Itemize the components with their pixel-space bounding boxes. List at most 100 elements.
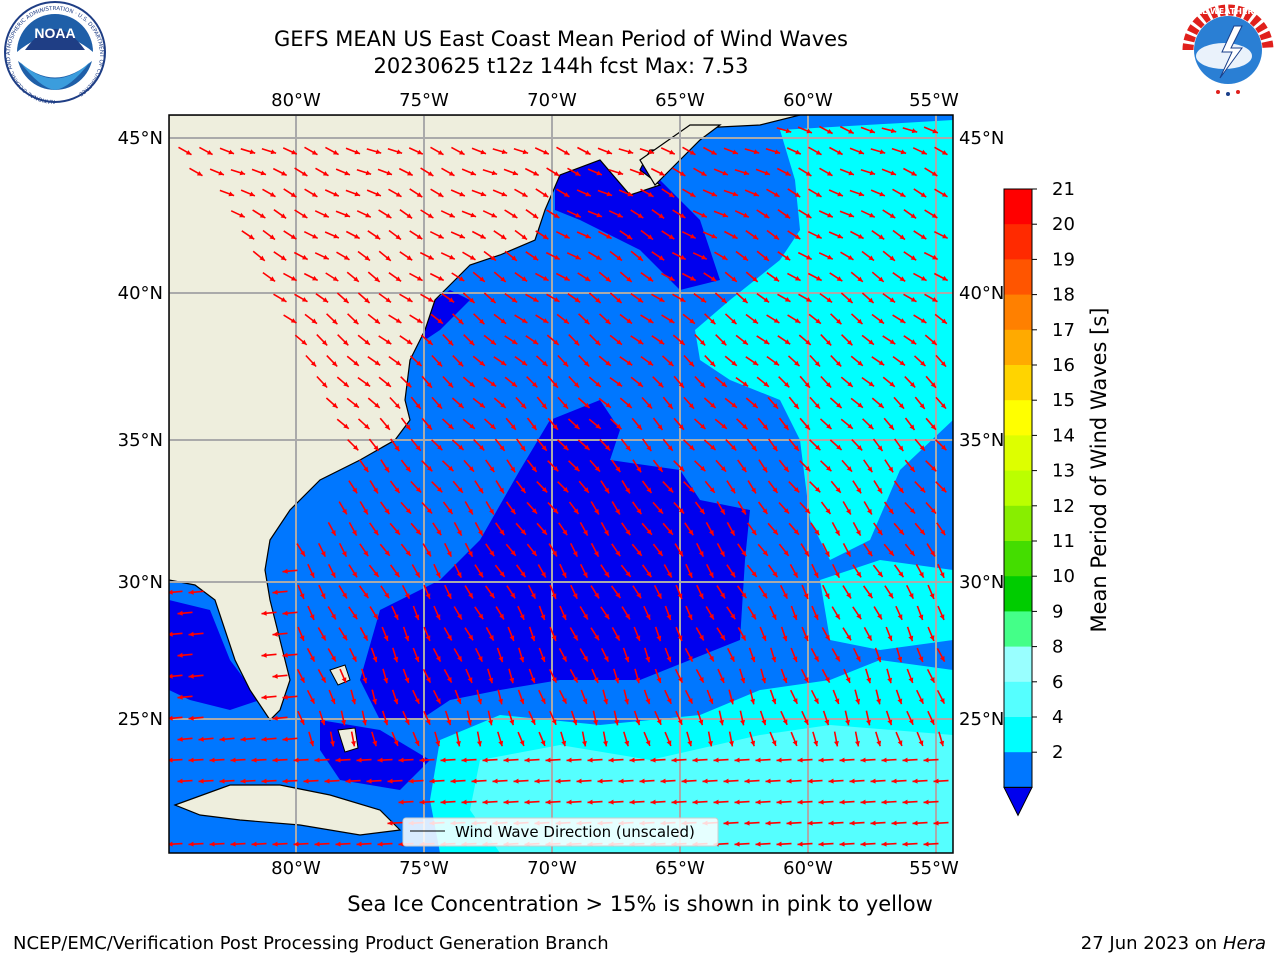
wave-direction-arrowhead [887, 635, 893, 641]
wave-direction-arrowhead [804, 550, 809, 557]
wave-direction-arrowhead [188, 673, 194, 679]
wave-direction-arrowhead [911, 170, 917, 176]
wave-direction-arrowhead [719, 677, 725, 683]
wave-direction-arrowhead [457, 530, 462, 536]
wave-direction-arrowhead [582, 698, 588, 704]
wave-direction-arrowhead [249, 191, 255, 197]
wave-direction-arrowhead [730, 613, 736, 620]
wave-direction-arrowhead [478, 613, 484, 620]
wave-direction-arrowhead [794, 318, 801, 323]
wave-direction-arrowhead [603, 698, 609, 705]
wave-direction-arrowhead [282, 736, 288, 742]
wave-direction-arrowhead [353, 402, 359, 408]
wave-direction-arrowhead [575, 212, 581, 218]
wave-direction-arrowhead [849, 778, 855, 784]
wave-direction-arrowhead [335, 841, 341, 847]
wave-direction-arrowhead [352, 487, 358, 494]
wave-direction-arrowhead [658, 255, 665, 261]
wave-direction-arrowhead [354, 191, 361, 197]
wave-direction-arrowhead [426, 508, 433, 514]
wave-direction-arrowhead [806, 254, 812, 260]
wave-direction-arrowhead [309, 740, 315, 747]
wave-direction-arrowhead [561, 614, 567, 620]
wave-direction-arrowhead [743, 170, 750, 176]
wave-direction-arrowhead [532, 297, 539, 302]
wave-direction-arrowhead [624, 698, 629, 705]
wave-direction-arrowhead [650, 799, 656, 805]
wave-direction-arrowhead [847, 340, 853, 346]
wave-direction-arrowhead [828, 778, 834, 784]
wave-direction-arrowhead [394, 529, 400, 535]
wave-direction-arrowhead [499, 529, 505, 536]
wave-direction-arrowhead [877, 445, 883, 451]
wave-direction-arrowhead [458, 444, 464, 450]
wave-direction-arrowhead [688, 361, 694, 367]
wave-direction-arrowhead [889, 339, 896, 345]
wave-direction-arrowhead [584, 402, 590, 408]
wave-direction-arrowhead [574, 465, 580, 472]
wave-direction-arrowhead [573, 382, 580, 388]
wave-direction-arrowhead [480, 233, 486, 239]
wave-direction-arrowhead [846, 592, 851, 599]
wave-direction-arrowhead [395, 276, 402, 282]
wave-direction-arrowhead [564, 275, 570, 281]
wave-direction-arrowhead [509, 677, 515, 684]
wave-direction-arrowhead [374, 318, 380, 324]
wave-direction-arrowhead [459, 233, 465, 239]
wave-direction-arrowhead [572, 593, 578, 599]
wave-direction-arrowhead [742, 255, 748, 261]
wave-direction-arrowhead [511, 381, 517, 387]
wave-direction-arrowhead [677, 719, 683, 725]
wave-direction-arrowhead [322, 340, 328, 346]
wave-direction-arrowhead [407, 170, 413, 176]
wave-direction-arrowhead [930, 508, 936, 514]
wave-direction-arrowhead [860, 757, 866, 763]
wave-direction-arrowhead [848, 128, 854, 134]
wave-direction-arrowhead [668, 234, 675, 240]
noaa-logo-text: NOAA [34, 25, 75, 41]
wave-direction-arrowhead [912, 778, 918, 784]
wave-direction-arrowhead [671, 799, 677, 805]
wave-direction-arrowhead [372, 698, 377, 705]
wave-direction-arrowhead [352, 571, 357, 578]
wave-direction-arrowhead [488, 719, 493, 726]
wave-direction-arrowhead [876, 698, 881, 705]
wave-direction-arrowhead [647, 276, 654, 282]
wave-direction-arrowhead [542, 360, 548, 367]
wave-direction-arrowhead [931, 297, 938, 302]
wave-direction-arrowhead [765, 778, 771, 784]
wave-direction-arrowhead [509, 635, 515, 641]
wave-direction-arrowhead [440, 799, 446, 805]
wave-direction-arrowhead [902, 757, 908, 763]
wave-direction-arrowhead [281, 170, 287, 176]
wave-direction-arrowhead [721, 423, 727, 429]
wave-direction-arrowhead [941, 192, 948, 197]
wave-direction-arrowhead [261, 694, 267, 700]
wave-direction-arrowhead [626, 276, 632, 282]
wave-direction-arrowhead [354, 149, 360, 155]
wave-direction-arrowhead [624, 656, 630, 663]
wave-direction-arrowhead [543, 149, 549, 155]
wave-direction-arrowhead [393, 698, 399, 705]
wave-direction-arrowhead [898, 445, 904, 452]
wave-direction-arrowhead [867, 466, 873, 473]
lat-label: 45°N [959, 128, 1004, 149]
wave-direction-arrowhead [899, 192, 906, 197]
wave-direction-arrowhead [574, 423, 580, 430]
wave-direction-arrowhead [584, 444, 590, 450]
wave-direction-arrowhead [552, 382, 558, 388]
wave-direction-arrowhead [939, 614, 945, 620]
wave-direction-arrowhead [563, 444, 569, 451]
wave-direction-arrowhead [931, 466, 937, 472]
wave-direction-arrowhead [322, 171, 329, 176]
wave-direction-arrowhead [918, 698, 924, 704]
wave-direction-arrowhead [188, 631, 194, 637]
colorbar-tick-label: 16 [1052, 355, 1075, 376]
wave-direction-arrowhead [751, 613, 756, 620]
wave-direction-arrowhead [793, 403, 799, 409]
colorbar-tick-label: 11 [1052, 531, 1075, 552]
wave-direction-arrowhead [678, 508, 685, 514]
wave-direction-arrowhead [713, 799, 719, 805]
wave-direction-arrowhead [482, 799, 488, 805]
wave-direction-arrowhead [606, 191, 613, 197]
